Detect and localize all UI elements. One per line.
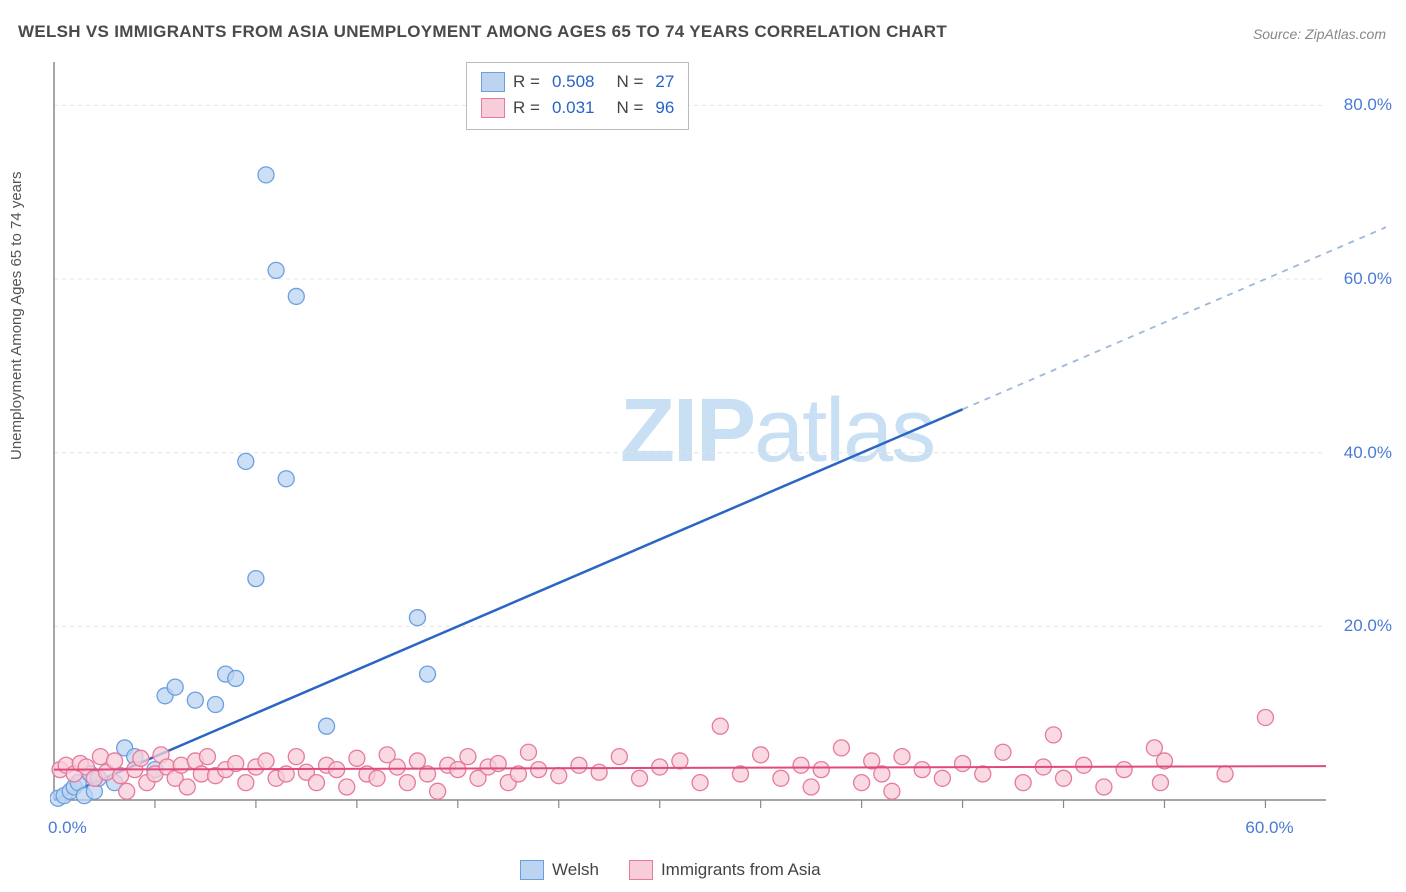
source-label: Source: ZipAtlas.com bbox=[1253, 26, 1386, 42]
y-tick-label: 20.0% bbox=[1344, 616, 1392, 636]
swatch-icon bbox=[520, 860, 544, 880]
y-axis-label: Unemployment Among Ages 65 to 74 years bbox=[8, 171, 25, 460]
y-tick-label: 80.0% bbox=[1344, 95, 1392, 115]
legend-stats: R = 0.508 N = 27 R = 0.031 N = 96 bbox=[466, 62, 689, 130]
legend-series: Welsh Immigrants from Asia bbox=[520, 860, 821, 880]
y-tick-label: 60.0% bbox=[1344, 269, 1392, 289]
swatch-icon bbox=[481, 98, 505, 118]
chart-title: WELSH VS IMMIGRANTS FROM ASIA UNEMPLOYME… bbox=[18, 22, 947, 42]
x-tick-label: 0.0% bbox=[48, 818, 87, 838]
y-tick-label: 40.0% bbox=[1344, 443, 1392, 463]
x-tick-label: 60.0% bbox=[1245, 818, 1293, 838]
legend-item-welsh: Welsh bbox=[520, 860, 599, 880]
swatch-icon bbox=[481, 72, 505, 92]
legend-item-asia: Immigrants from Asia bbox=[629, 860, 821, 880]
scatter-plot bbox=[50, 58, 1386, 828]
legend-stats-row-asia: R = 0.031 N = 96 bbox=[481, 95, 674, 121]
legend-stats-row-welsh: R = 0.508 N = 27 bbox=[481, 69, 674, 95]
swatch-icon bbox=[629, 860, 653, 880]
